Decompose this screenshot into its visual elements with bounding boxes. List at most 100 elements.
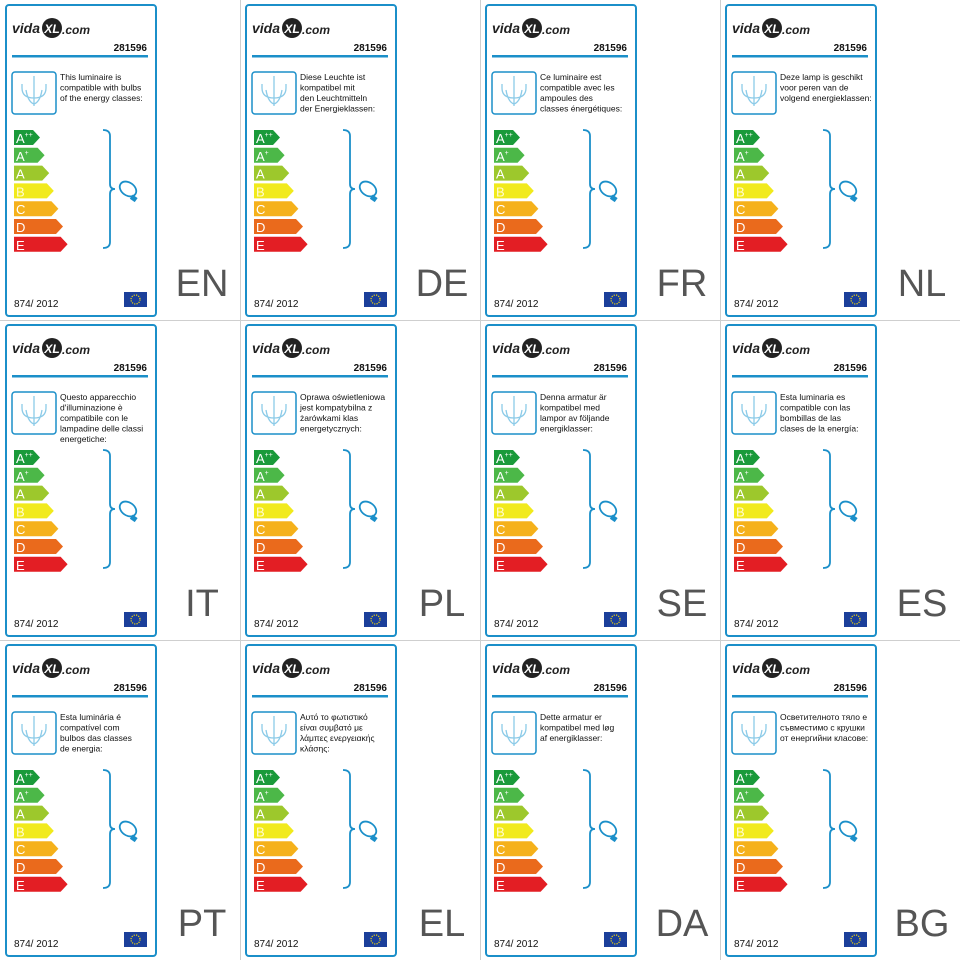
header-rule bbox=[12, 695, 148, 698]
description-line: Diese Leuchte ist bbox=[300, 72, 366, 82]
class-arrow bbox=[254, 467, 285, 483]
logo-right: .com bbox=[782, 663, 810, 677]
regulation: 874/ 2012 bbox=[734, 619, 779, 630]
class-letter-base: A bbox=[16, 149, 25, 164]
eu-flag bbox=[844, 932, 867, 947]
class-letter-base: D bbox=[496, 220, 505, 235]
class-letter: A bbox=[496, 487, 505, 502]
logo: vida bbox=[12, 660, 40, 676]
logo-right: .com bbox=[302, 663, 330, 677]
class-arrow bbox=[494, 876, 548, 892]
class-arrow bbox=[14, 467, 45, 483]
class-letter-base: E bbox=[736, 878, 745, 893]
class-letter-base: E bbox=[256, 238, 265, 253]
class-letter-base: A bbox=[256, 131, 265, 146]
logo-mark: XL bbox=[43, 22, 59, 36]
class-letter-sup: ++ bbox=[745, 452, 753, 459]
class-arrow bbox=[494, 485, 530, 501]
class-letter: C bbox=[256, 522, 265, 537]
class-letter-base: E bbox=[736, 238, 745, 253]
logo-mark: XL bbox=[283, 22, 299, 36]
class-letter-sup: ++ bbox=[505, 452, 513, 459]
class-letter-sup: + bbox=[745, 790, 749, 797]
eu-stars bbox=[130, 294, 141, 305]
eu-flag bbox=[124, 292, 147, 307]
bulb-icon bbox=[358, 180, 378, 198]
class-letter-base: A bbox=[16, 487, 25, 502]
class-letter-base: A bbox=[496, 131, 505, 146]
class-letter: C bbox=[16, 522, 25, 537]
class-arrow bbox=[494, 219, 543, 234]
eu-stars bbox=[850, 934, 861, 945]
class-letter-base: E bbox=[496, 238, 505, 253]
class-letter: D bbox=[256, 540, 265, 555]
regulation: 874/ 2012 bbox=[494, 619, 539, 630]
class-letter-base: A bbox=[16, 131, 25, 146]
class-arrow bbox=[734, 219, 783, 234]
logo: vida bbox=[492, 20, 520, 36]
class-letter: A+ bbox=[496, 789, 509, 804]
class-letter: A+ bbox=[256, 789, 269, 804]
product-number: 281596 bbox=[114, 43, 148, 54]
class-arrow bbox=[14, 147, 45, 163]
class-arrow bbox=[254, 485, 290, 501]
class-letter-base: B bbox=[16, 504, 25, 519]
bracket bbox=[102, 769, 116, 889]
class-letter-sup: ++ bbox=[745, 132, 753, 139]
class-arrow bbox=[14, 450, 40, 465]
class-arrow bbox=[14, 236, 68, 252]
class-letter: A++ bbox=[16, 771, 33, 786]
bracket bbox=[582, 769, 596, 889]
class-letter-base: C bbox=[496, 842, 505, 857]
header-rule bbox=[252, 55, 388, 58]
description-line: съвместимо с крушки bbox=[780, 723, 865, 733]
header-rule bbox=[732, 695, 868, 698]
class-letter-base: A bbox=[496, 451, 505, 466]
class-letter-base: E bbox=[16, 558, 25, 573]
bulb-icon bbox=[118, 820, 138, 838]
chandelier-icon bbox=[261, 76, 287, 106]
logo: vida bbox=[252, 340, 280, 356]
logo-right: .com bbox=[542, 23, 570, 37]
class-letter-base: A bbox=[736, 131, 745, 146]
class-arrow bbox=[254, 450, 280, 465]
description-line: Esta luminaria es bbox=[780, 392, 845, 402]
class-letter: C bbox=[16, 842, 25, 857]
class-arrow bbox=[14, 823, 54, 839]
language-code: IT bbox=[185, 583, 219, 625]
logo-mark: XL bbox=[283, 342, 299, 356]
class-letter-sup: ++ bbox=[265, 132, 273, 139]
class-arrow bbox=[14, 841, 59, 857]
eu-stars bbox=[610, 614, 621, 625]
class-arrow bbox=[734, 521, 779, 537]
regulation: 874/ 2012 bbox=[14, 619, 59, 630]
energy-label: vida XL .com 281596 Esta luminária écompatív… bbox=[5, 644, 227, 957]
regulation: 874/ 2012 bbox=[254, 299, 299, 310]
description-line: Esta luminária é bbox=[60, 712, 121, 722]
bulb-base bbox=[369, 834, 378, 843]
class-letter-sup: ++ bbox=[265, 772, 273, 779]
class-letter-base: E bbox=[496, 558, 505, 573]
logo-blob bbox=[522, 18, 542, 38]
class-letter: A bbox=[736, 167, 745, 182]
class-arrow bbox=[494, 841, 539, 857]
language-code: PT bbox=[178, 903, 227, 945]
logo: vida bbox=[732, 20, 760, 36]
logo-mark: XL bbox=[523, 342, 539, 356]
class-letter-sup: + bbox=[505, 790, 509, 797]
class-arrow bbox=[14, 859, 63, 874]
bulb-icon bbox=[838, 500, 858, 518]
logo-left: vida bbox=[12, 340, 40, 356]
class-letter-base: A bbox=[256, 789, 265, 804]
header-rule bbox=[492, 55, 628, 58]
bulb-base bbox=[369, 194, 378, 203]
class-letter-sup: + bbox=[265, 790, 269, 797]
class-letter: C bbox=[256, 842, 265, 857]
logo-blob bbox=[522, 658, 542, 678]
class-arrow bbox=[494, 147, 525, 163]
class-letter: A++ bbox=[256, 131, 273, 146]
class-letter: B bbox=[16, 504, 25, 519]
class-letter: B bbox=[496, 504, 505, 519]
class-letter: A++ bbox=[256, 451, 273, 466]
class-arrow bbox=[14, 876, 68, 892]
